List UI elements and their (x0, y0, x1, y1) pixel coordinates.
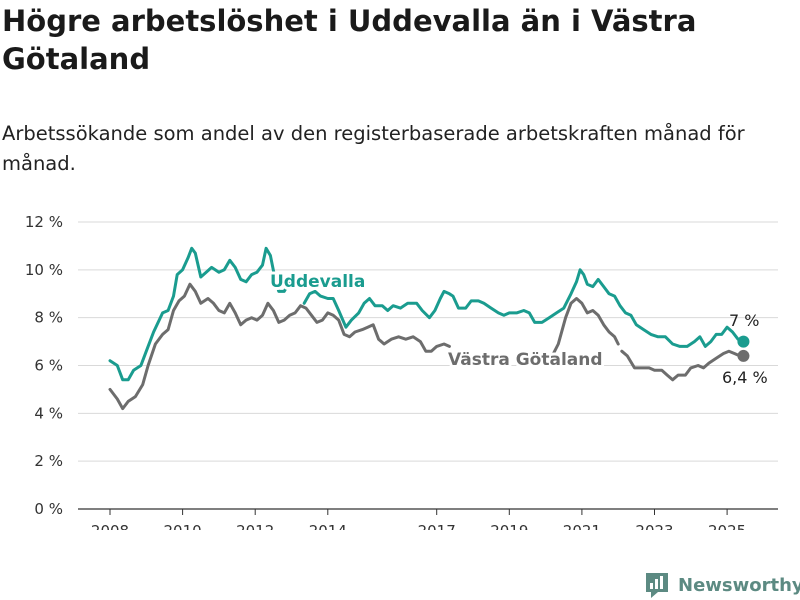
series-line-uddevalla (108, 246, 292, 382)
chart-subtitle: Arbetssökande som andel av den registerb… (2, 122, 745, 175)
y-tick-label: 12 % (25, 213, 63, 231)
x-tick-label: 2008 (91, 522, 129, 530)
series-label-vastra-gotaland: Västra Götaland (448, 350, 603, 370)
end-point-vastra-gotaland (737, 349, 750, 362)
brand-name: Newsworthy (678, 574, 800, 596)
series-line-vastra-gotaland (542, 297, 620, 365)
end-label-vastra-gotaland: 6,4 % (722, 368, 768, 387)
series-line-uddevalla (302, 268, 745, 348)
end-point-uddevalla (737, 335, 750, 348)
series-line-vastra-gotaland (108, 282, 451, 411)
x-tick-label: 2021 (563, 522, 601, 530)
x-tick-label: 2019 (490, 522, 528, 530)
x-tick-label: 2014 (309, 522, 347, 530)
x-axis: 2008 2010 2012 2014 2017 2019 2021 2023 2025 (91, 509, 746, 530)
series-lines (108, 246, 750, 411)
gridlines (78, 221, 778, 510)
x-tick-label: 2017 (418, 522, 456, 530)
end-label-uddevalla: 7 % (729, 311, 759, 330)
y-tick-label: 8 % (34, 309, 63, 327)
newsworthy-logo: Newsworthy (644, 570, 800, 600)
x-tick-label: 2012 (236, 522, 274, 530)
y-axis: 0 % 2 % 4 % 6 % 8 % 10 % 12 % (25, 213, 63, 518)
y-tick-label: 2 % (34, 452, 63, 470)
x-tick-label: 2023 (635, 522, 673, 530)
series-labels: Uddevalla Västra Götaland 7 % 6,4 % (267, 269, 768, 387)
y-tick-label: 0 % (34, 500, 63, 518)
y-tick-label: 6 % (34, 357, 63, 375)
newsworthy-logo-icon (646, 573, 668, 598)
x-tick-label: 2025 (708, 522, 746, 530)
chart-title: Högre arbetslöshet i Uddevalla än i Väst… (2, 4, 697, 76)
series-label-uddevalla: Uddevalla (270, 272, 365, 292)
series-line-vastra-gotaland (620, 349, 745, 382)
y-tick-label: 4 % (34, 404, 63, 422)
y-tick-label: 10 % (25, 261, 63, 279)
line-chart: 0 % 2 % 4 % 6 % 8 % 10 % 12 % 2008 2010 2012 2014… (25, 213, 778, 530)
x-tick-label: 2010 (164, 522, 202, 530)
